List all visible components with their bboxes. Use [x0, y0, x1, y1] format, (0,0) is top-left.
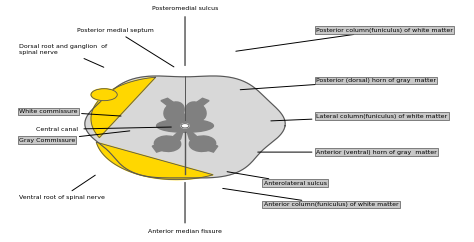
Text: Central canal: Central canal	[36, 127, 171, 132]
Ellipse shape	[189, 136, 216, 151]
Ellipse shape	[186, 102, 206, 121]
Polygon shape	[85, 76, 285, 178]
Ellipse shape	[164, 102, 184, 121]
Text: Ventral root of spinal nerve: Ventral root of spinal nerve	[19, 175, 105, 200]
Ellipse shape	[155, 136, 181, 151]
Text: Lateral column(funiculus) of white matter: Lateral column(funiculus) of white matte…	[271, 114, 447, 121]
Text: Anterior median fissure: Anterior median fissure	[148, 182, 222, 234]
Text: Anterolateral sulcus: Anterolateral sulcus	[227, 172, 327, 186]
Polygon shape	[152, 132, 183, 152]
Polygon shape	[187, 132, 218, 152]
Polygon shape	[161, 98, 187, 120]
Text: Posterior (dorsal) horn of gray  matter: Posterior (dorsal) horn of gray matter	[240, 78, 436, 90]
Ellipse shape	[181, 124, 189, 128]
Polygon shape	[91, 77, 155, 138]
Text: White commissure: White commissure	[19, 109, 121, 116]
Text: Gray Commissure: Gray Commissure	[19, 131, 130, 143]
Text: Posterior column(funiculus) of white matter: Posterior column(funiculus) of white mat…	[236, 28, 453, 51]
Text: Posteromedial sulcus: Posteromedial sulcus	[152, 6, 218, 66]
Polygon shape	[96, 142, 213, 180]
Text: Dorsal root and ganglion  of
spinal nerve: Dorsal root and ganglion of spinal nerve	[19, 44, 107, 67]
Ellipse shape	[91, 89, 117, 101]
Text: Anterior (ventral) horn of gray  matter: Anterior (ventral) horn of gray matter	[258, 150, 437, 155]
Text: Posterior medial septum: Posterior medial septum	[77, 28, 174, 67]
Polygon shape	[183, 98, 209, 120]
Ellipse shape	[156, 119, 213, 132]
Text: Anterior column(funiculus) of white matter: Anterior column(funiculus) of white matt…	[223, 188, 398, 207]
